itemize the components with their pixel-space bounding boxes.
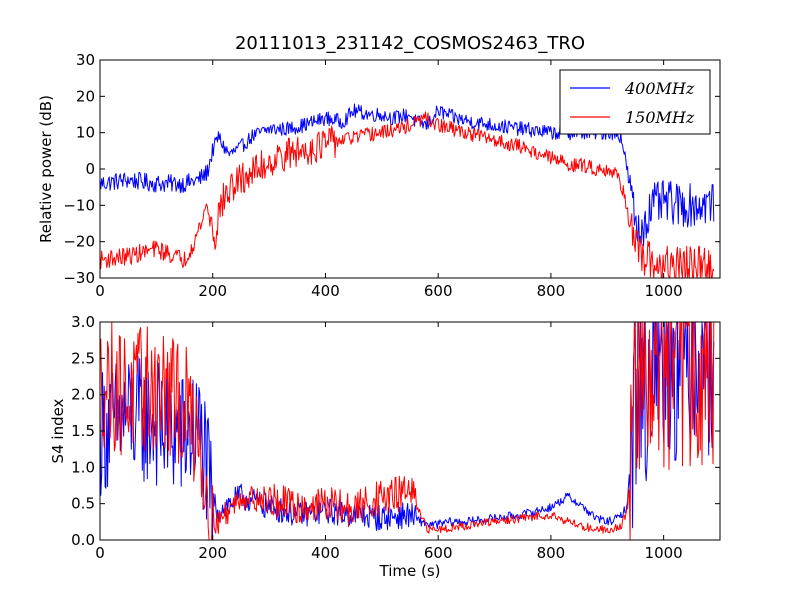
y-tick-label: 2.5 — [71, 349, 95, 367]
x-tick-label: 1000 — [645, 544, 683, 562]
y-tick-label: 10 — [76, 124, 95, 142]
x-tick-label: 600 — [424, 544, 453, 562]
legend-label-150mhz: 150MHz — [625, 108, 695, 127]
y-tick-label: 20 — [76, 87, 95, 105]
ticks-top: 0 200 400 600 800 1000 30 20 10 0 −10 −20 −30 — [63, 51, 720, 300]
x-tick-label: 0 — [95, 544, 105, 562]
y-tick-label: −10 — [63, 196, 95, 214]
y-tick-label: −30 — [63, 269, 95, 287]
x-tick-label: 800 — [537, 544, 566, 562]
legend-label-400mhz: 400MHz — [624, 79, 695, 98]
series-line-400mhz-panel-2 — [100, 322, 715, 540]
s4-index-panel: 0 200 400 600 800 1000 3.0 2.5 2.0 1.5 1.0 0.5 0.0 S… — [49, 313, 721, 580]
x-tick-label: 800 — [537, 282, 566, 300]
x-tick-label: 200 — [198, 544, 227, 562]
series-lines-bottom — [100, 322, 715, 540]
x-tick-label: 1000 — [645, 282, 683, 300]
series-line-150mhz-panel-2 — [100, 322, 715, 540]
y-tick-label: 30 — [76, 51, 95, 69]
legend: 400MHz 150MHz — [559, 69, 711, 135]
x-axis-label: Time (s) — [379, 562, 441, 580]
x-tick-label: 400 — [311, 544, 340, 562]
x-tick-label: 200 — [198, 282, 227, 300]
y-tick-label: 0.5 — [71, 495, 95, 513]
x-tick-label: 400 — [311, 282, 340, 300]
y-tick-label: 0 — [85, 160, 95, 178]
x-tick-label: 600 — [424, 282, 453, 300]
series-line-150mhz-panel-1 — [100, 111, 715, 278]
y-tick-label: 2.0 — [71, 386, 95, 404]
y-tick-label: −20 — [63, 233, 95, 251]
legend-box — [559, 69, 711, 135]
relative-power-panel: 0 200 400 600 800 1000 30 20 10 0 −10 −20 −30 Relati… — [37, 51, 721, 300]
x-tick-label: 0 — [95, 282, 105, 300]
chart-title: 20111013_231142_COSMOS2463_TRO — [235, 33, 585, 54]
y-tick-label: 1.0 — [71, 458, 95, 476]
y-tick-label: 0.0 — [71, 531, 95, 549]
y-tick-label: 1.5 — [71, 422, 95, 440]
y-axis-label-bottom: S4 index — [49, 398, 67, 463]
ticks-bottom: 0 200 400 600 800 1000 3.0 2.5 2.0 1.5 1.0 0.5 0.0 — [71, 313, 720, 562]
y-tick-label: 3.0 — [71, 313, 95, 331]
y-axis-label-top: Relative power (dB) — [37, 95, 55, 243]
